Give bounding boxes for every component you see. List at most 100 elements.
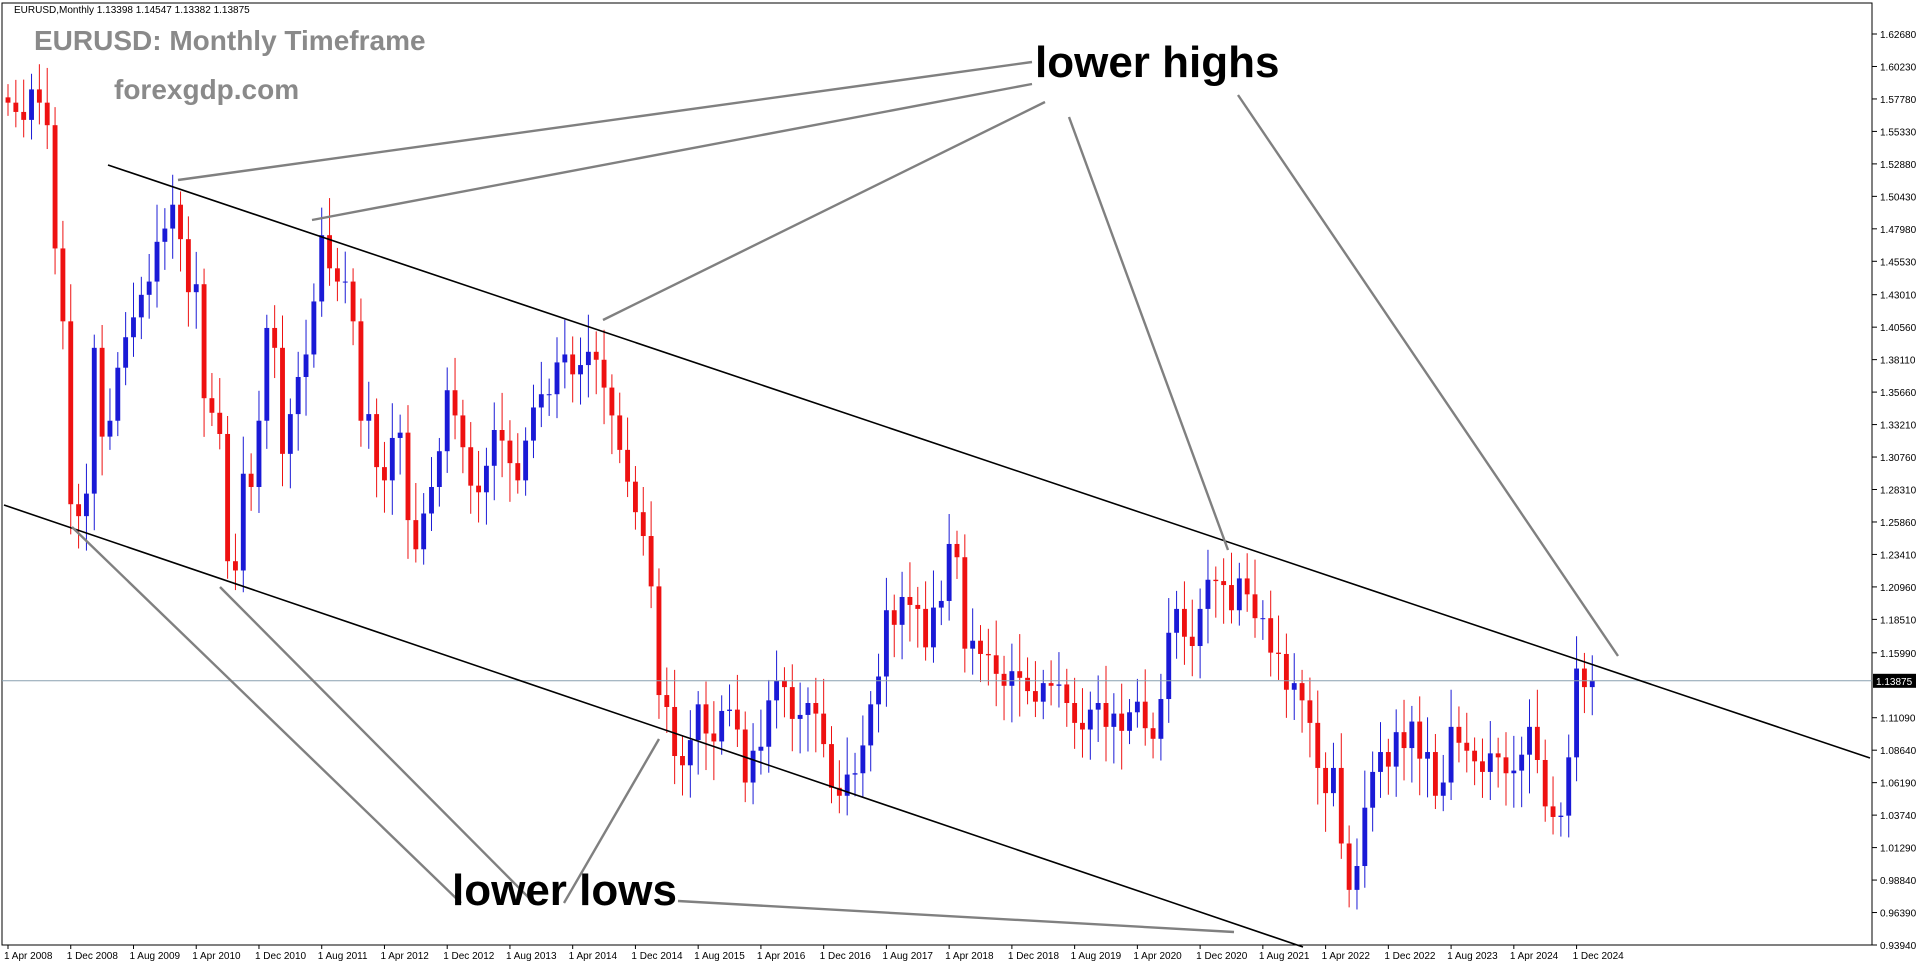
candle-body [1503, 757, 1509, 774]
candle-body [1166, 632, 1172, 700]
candle-body [680, 756, 685, 766]
candle-body [162, 228, 168, 242]
candle-body [452, 390, 458, 416]
candle-body [868, 704, 874, 746]
y-tick-label: 1.18510 [1880, 615, 1916, 626]
candle-body [1197, 608, 1203, 647]
candle-body [1001, 673, 1007, 686]
candle-body [1205, 579, 1211, 609]
candle-body [758, 746, 764, 751]
x-tick-label: 1 Apr 2010 [192, 951, 241, 962]
candle-body [703, 704, 709, 734]
candle-body [1378, 752, 1383, 772]
candle-body [264, 327, 270, 421]
x-tick-label: 1 Apr 2020 [1133, 951, 1182, 962]
lower-highs-label: lower highs [1035, 38, 1280, 87]
candle-body [342, 281, 348, 283]
x-tick-label: 1 Dec 2024 [1573, 951, 1625, 962]
candle-body [1346, 843, 1352, 890]
pointer-line [311, 82, 1033, 222]
candle-body [1440, 782, 1446, 796]
candle-body [1495, 753, 1501, 758]
candle-body [1519, 754, 1525, 771]
candle-body [1150, 728, 1156, 739]
candle-body [766, 700, 772, 747]
candle-body [1511, 770, 1517, 774]
candle-body [836, 787, 842, 796]
x-tick-label: 1 Aug 2021 [1259, 951, 1310, 962]
candle-body [687, 740, 693, 766]
candle-body [178, 204, 183, 240]
candle-body [821, 713, 827, 745]
candle-body [1174, 608, 1180, 633]
x-tick-label: 1 Dec 2010 [255, 951, 307, 962]
x-tick-label: 1 Dec 2022 [1384, 951, 1436, 962]
y-tick-label: 1.35660 [1880, 388, 1916, 399]
y-tick-label: 1.03740 [1880, 811, 1916, 822]
candle-body [664, 695, 670, 707]
y-tick-label: 1.50430 [1880, 192, 1916, 203]
candle-body [21, 111, 27, 120]
x-tick-label: 1 Aug 2023 [1447, 951, 1498, 962]
candle-body [1472, 750, 1478, 762]
candle-body [1558, 815, 1564, 817]
pointer-line [219, 586, 535, 904]
candle-body [813, 703, 819, 714]
candle-body [76, 504, 82, 517]
candle-body [170, 204, 176, 229]
candle-body [1385, 752, 1391, 767]
x-tick-label: 1 Apr 2008 [4, 951, 53, 962]
x-tick-label: 1 Apr 2016 [757, 951, 806, 962]
candle-body [1087, 709, 1093, 730]
candle-body [1534, 726, 1540, 760]
candle-body [1276, 652, 1281, 654]
y-tick-label: 1.52880 [1880, 160, 1916, 171]
y-tick-label: 1.45530 [1880, 257, 1916, 268]
x-tick-label: 1 Aug 2015 [694, 951, 745, 962]
candle-body [1127, 712, 1132, 731]
watermark-site: forexgdp.com [114, 74, 300, 105]
x-tick-label: 1 Aug 2013 [506, 951, 557, 962]
candle-body [742, 729, 748, 783]
y-tick-label: 1.25860 [1880, 518, 1916, 529]
candle-body [782, 680, 787, 688]
y-tick-label: 1.30760 [1880, 453, 1916, 464]
candle-body [1291, 683, 1297, 690]
candle-body [876, 676, 881, 705]
candle-body [193, 284, 199, 293]
x-tick-label: 1 Dec 2014 [631, 951, 683, 962]
candle-body [978, 640, 983, 654]
candle-body [1362, 807, 1368, 867]
candle-body [1158, 699, 1164, 739]
candle-body [1331, 767, 1336, 794]
candle-body [656, 586, 662, 696]
y-tick-label: 1.60230 [1880, 62, 1916, 73]
candle-body [460, 415, 466, 448]
candle-body [632, 481, 638, 513]
candle-body [1221, 581, 1227, 586]
pointer-line [562, 738, 661, 904]
candle-body [1260, 618, 1266, 620]
candle-body [44, 102, 50, 126]
y-tick-label: 1.06190 [1880, 779, 1916, 790]
candle-body [938, 600, 944, 608]
candle-body [405, 432, 411, 521]
x-tick-label: 1 Apr 2024 [1510, 951, 1559, 962]
candle-body [1142, 701, 1148, 729]
x-tick-label: 1 Dec 2012 [443, 951, 495, 962]
candle-body [1448, 726, 1454, 783]
candle-body [1432, 752, 1438, 796]
y-tick-label: 1.43010 [1880, 291, 1916, 302]
candle-body [672, 706, 678, 757]
candle-body [931, 607, 936, 648]
candle-body [907, 596, 913, 605]
x-tick-label: 1 Apr 2014 [569, 951, 618, 962]
candle-body [554, 362, 560, 395]
candle-body [1354, 866, 1360, 890]
candle-body [1064, 684, 1070, 704]
candle-body [1542, 759, 1548, 807]
x-tick-label: 1 Aug 2017 [882, 951, 933, 962]
candle-body [483, 465, 489, 493]
